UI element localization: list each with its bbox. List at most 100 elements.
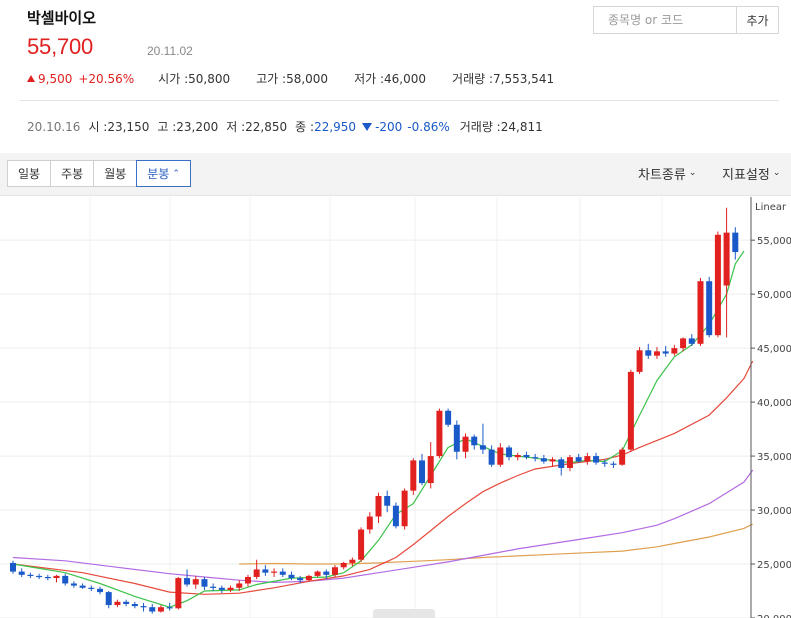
- candle-body: [131, 603, 138, 607]
- candle-body: [36, 575, 43, 578]
- candle: [532, 453, 539, 462]
- previous-close: 22,950: [314, 119, 357, 134]
- candle: [627, 369, 634, 452]
- candle: [714, 231, 721, 338]
- candlestick-chart[interactable]: Linear 20,000 25,000 30,000 35,000 40,000 45,…: [0, 197, 791, 618]
- stock-search-input[interactable]: [594, 7, 736, 33]
- candle-body: [532, 457, 539, 459]
- tab-weekly[interactable]: 주봉: [50, 160, 95, 187]
- candle: [262, 565, 269, 576]
- candle: [157, 605, 164, 613]
- period-tabs: 일봉 주봉 월봉 분봉 ⌃: [7, 160, 191, 187]
- candle-body: [453, 424, 460, 452]
- candle: [610, 461, 617, 468]
- tab-daily[interactable]: 일봉: [7, 160, 52, 187]
- candle-body: [184, 578, 191, 585]
- previous-high: 23,200: [176, 119, 219, 134]
- stock-search-box: 추가: [593, 6, 779, 34]
- candle-body: [697, 281, 704, 344]
- candle-body: [366, 516, 373, 530]
- candle-body: [540, 458, 547, 462]
- candle: [601, 459, 608, 467]
- candle-body: [79, 585, 86, 588]
- previous-open: 23,150: [107, 119, 150, 134]
- price-axis-label: 25,000: [757, 560, 791, 571]
- price-axis-label: 35,000: [757, 452, 791, 463]
- candle: [384, 490, 391, 513]
- candle: [584, 452, 591, 465]
- candle: [732, 227, 739, 260]
- candle: [662, 345, 669, 357]
- candle: [10, 560, 16, 574]
- candle-body: [523, 454, 530, 458]
- ma20-line: [12, 360, 754, 595]
- candle-body: [558, 459, 565, 468]
- candle-body: [723, 232, 730, 286]
- scale-mode-label[interactable]: Linear: [755, 202, 787, 213]
- chart-grid: [0, 197, 751, 618]
- candle-body: [18, 571, 25, 575]
- candle-body: [662, 351, 669, 354]
- candle-body: [462, 436, 469, 452]
- candle-body: [27, 574, 34, 577]
- candle: [375, 492, 382, 524]
- ma5-line: [12, 250, 745, 608]
- candle-body: [436, 410, 443, 457]
- ma120-line: [239, 523, 753, 565]
- candle: [36, 573, 43, 580]
- candle-body: [593, 456, 600, 463]
- candle-body: [636, 350, 643, 372]
- candle: [340, 561, 347, 570]
- candle: [62, 573, 69, 586]
- chart-scroll-handle[interactable]: [373, 609, 435, 618]
- candle-body: [506, 447, 513, 458]
- candle-body: [445, 410, 452, 425]
- candle-body: [62, 575, 69, 584]
- chart-toolbar: 일봉 주봉 월봉 분봉 ⌃ 차트종류 ⌄ 지표설정 ⌄: [0, 153, 791, 196]
- open-value: 50,800: [188, 71, 231, 86]
- previous-day-row: 20.10.16 시 : 23,150 고 : 23,200 저 : 22,85…: [27, 118, 543, 135]
- candle-body: [331, 567, 338, 575]
- candle-body: [584, 456, 591, 462]
- price-axis-labels: 20,000 25,000 30,000 35,000 40,000 45,000 50,0…: [751, 236, 791, 618]
- candle-body: [401, 490, 408, 527]
- current-price: 55,700: [27, 34, 94, 59]
- candle: [279, 568, 286, 577]
- low-label: 저가 :: [354, 72, 385, 86]
- previous-change-percent: -0.86%: [407, 119, 450, 134]
- candle: [723, 207, 730, 338]
- candle: [619, 447, 626, 466]
- price-axis-label: 30,000: [757, 506, 791, 517]
- tab-monthly[interactable]: 월봉: [93, 160, 138, 187]
- candle-body: [123, 601, 130, 604]
- candle: [27, 572, 34, 579]
- candle: [436, 408, 443, 459]
- tab-minute[interactable]: 분봉 ⌃: [136, 160, 191, 187]
- candle: [566, 454, 573, 472]
- candle-body: [688, 338, 695, 344]
- candle-body: [227, 587, 234, 590]
- open-label: 시가 :: [158, 72, 189, 86]
- candle-body: [262, 569, 269, 573]
- moving-average-lines: [12, 250, 754, 608]
- candle: [105, 591, 112, 609]
- indicator-settings-menu[interactable]: 지표설정 ⌄: [722, 153, 780, 193]
- candle: [540, 454, 547, 464]
- candle-body: [253, 569, 260, 577]
- candle-body: [392, 505, 399, 527]
- previous-volume: 24,811: [500, 119, 543, 134]
- candle: [140, 602, 147, 612]
- add-stock-button[interactable]: 추가: [736, 7, 778, 33]
- candle-body: [236, 583, 243, 588]
- candle: [331, 565, 338, 577]
- candle: [349, 557, 356, 567]
- candle-body: [601, 462, 608, 464]
- previous-change: -200: [375, 119, 403, 134]
- candles: [10, 207, 739, 614]
- candle-body: [488, 449, 495, 465]
- chart-type-menu[interactable]: 차트종류 ⌄: [638, 153, 696, 193]
- candle: [244, 574, 251, 587]
- candle: [366, 512, 373, 534]
- tab-minute-label: 분봉: [147, 167, 170, 181]
- price-axis-label: 45,000: [757, 344, 791, 355]
